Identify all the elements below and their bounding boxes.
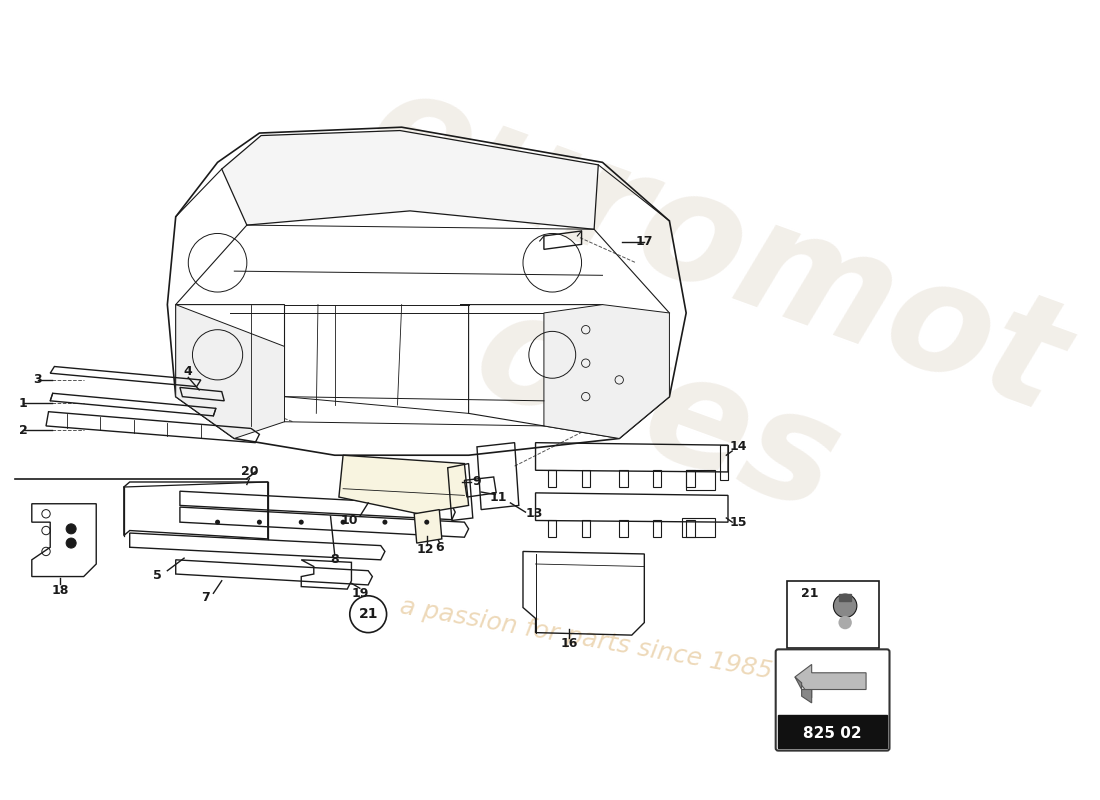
Text: 21: 21	[801, 586, 818, 600]
Circle shape	[425, 520, 429, 525]
Circle shape	[834, 594, 857, 618]
FancyBboxPatch shape	[776, 650, 890, 750]
Text: euromot
ores: euromot ores	[288, 54, 1085, 606]
Polygon shape	[415, 510, 442, 543]
Text: 11: 11	[490, 490, 507, 503]
Text: 9: 9	[473, 475, 482, 489]
Text: 10: 10	[341, 514, 359, 527]
FancyBboxPatch shape	[786, 581, 879, 648]
Polygon shape	[795, 677, 812, 703]
Bar	[839, 594, 851, 601]
Text: 19: 19	[351, 586, 369, 600]
Text: 3: 3	[33, 374, 42, 386]
Text: 825 02: 825 02	[803, 726, 862, 741]
Text: 7: 7	[200, 591, 209, 604]
Text: a passion for parts since 1985: a passion for parts since 1985	[398, 594, 773, 684]
Circle shape	[838, 616, 851, 630]
Text: 12: 12	[416, 543, 433, 556]
Text: 2: 2	[19, 424, 28, 437]
Circle shape	[216, 520, 220, 525]
Circle shape	[299, 520, 304, 525]
Text: 18: 18	[52, 584, 69, 598]
Text: 4: 4	[184, 365, 192, 378]
Polygon shape	[222, 130, 598, 230]
Text: 20: 20	[241, 466, 258, 478]
Text: 5: 5	[153, 570, 162, 582]
Bar	[778, 714, 887, 748]
Circle shape	[66, 524, 76, 534]
Text: 1: 1	[19, 397, 28, 410]
Polygon shape	[339, 455, 469, 514]
Text: 14: 14	[729, 440, 747, 454]
Circle shape	[257, 520, 262, 525]
Circle shape	[66, 538, 76, 548]
Circle shape	[341, 520, 345, 525]
Circle shape	[383, 520, 387, 525]
Polygon shape	[795, 665, 866, 698]
Text: 16: 16	[560, 637, 578, 650]
Polygon shape	[543, 305, 670, 438]
Text: 17: 17	[636, 235, 653, 248]
Text: 13: 13	[525, 507, 542, 520]
Text: 8: 8	[330, 554, 339, 566]
Polygon shape	[176, 305, 285, 438]
Text: 6: 6	[434, 541, 443, 554]
Text: 21: 21	[359, 607, 378, 622]
Text: 15: 15	[729, 516, 747, 529]
